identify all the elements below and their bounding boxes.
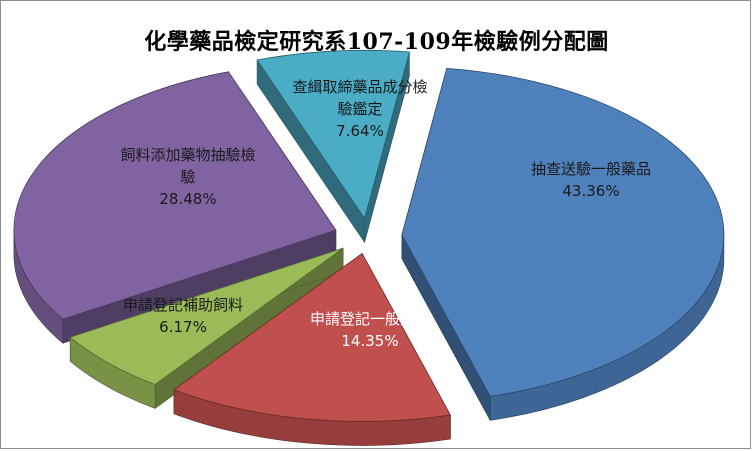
pie-slice-2-top xyxy=(69,247,344,385)
pie-slice-1-top xyxy=(173,252,452,422)
pie-slice-0-top xyxy=(401,67,725,397)
slice-label-3: 飼料添加藥物抽驗檢驗 28.48% xyxy=(118,144,258,210)
pie-slice-4 xyxy=(256,49,410,244)
slice-label-0: 抽查送驗一般藥品 43.36% xyxy=(496,158,686,202)
slice-label-2: 申請登記補助飼料 6.17% xyxy=(118,294,248,338)
pie-slice-3-top xyxy=(13,71,337,320)
pie-slice-1 xyxy=(173,252,452,446)
pie-slice-2 xyxy=(69,247,344,410)
slice-label-3-name: 飼料添加藥物抽驗檢驗 xyxy=(120,146,256,186)
slice-label-2-name: 申請登記補助飼料 xyxy=(122,296,243,314)
slice-label-3-value: 28.48% xyxy=(159,190,217,208)
slice-label-0-value: 43.36% xyxy=(562,182,620,200)
slice-label-0-name: 抽查送驗一般藥品 xyxy=(530,160,651,178)
slice-label-4-name: 查緝取締藥品成分檢驗鑑定 xyxy=(292,78,428,118)
pie-slice-3 xyxy=(13,70,337,344)
slice-label-4-value: 7.64% xyxy=(336,122,384,140)
pie-slice-0 xyxy=(401,67,725,421)
pie-slice-4-top xyxy=(256,49,410,220)
slice-label-1-name: 申請登記一般藥品 xyxy=(309,310,430,328)
slice-label-4: 查緝取締藥品成分檢驗鑑定 7.64% xyxy=(290,76,430,142)
slice-label-2-value: 6.17% xyxy=(159,318,207,336)
slice-label-1: 申請登記一般藥品 14.35% xyxy=(300,308,440,352)
slice-label-1-value: 14.35% xyxy=(341,332,399,350)
